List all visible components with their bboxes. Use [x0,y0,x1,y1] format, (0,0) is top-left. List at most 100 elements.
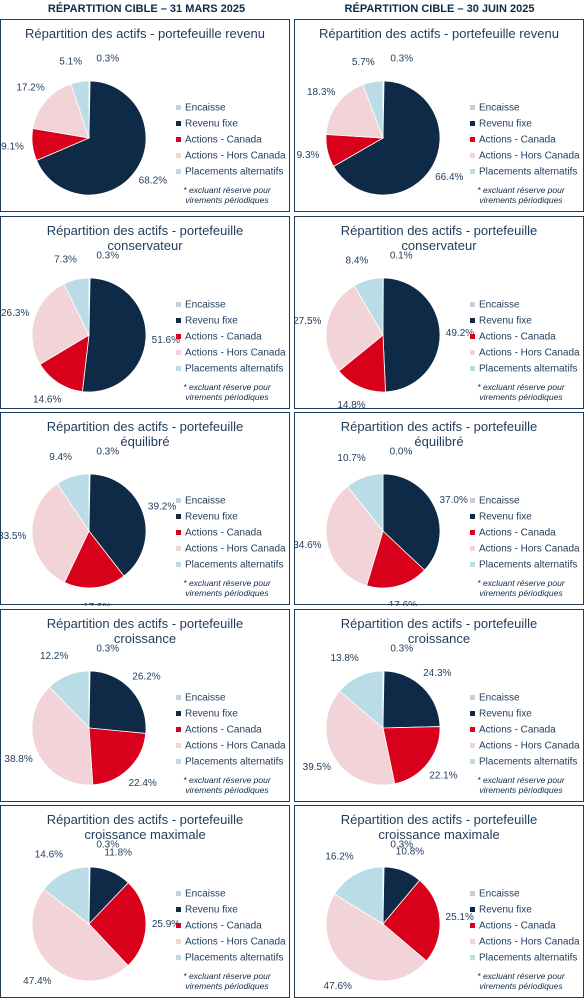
legend-label: Encaisse [479,692,520,703]
chart-title: Répartition des actifs - portefeuille cr… [1,616,289,646]
legend-marker [176,955,181,960]
legend-marker [176,530,181,535]
legend-label: Encaisse [479,496,520,507]
chart-title-text: Répartition des actifs - portefeuille éq… [340,419,538,449]
pie-chart: 0.1% 49.2% 14.8% 27.5% 8.4% Encaisse Revenu fi… [295,250,580,409]
legend-label: Actions - Canada [185,331,262,342]
footnote: * excluant réserve pour virements périod… [183,774,271,795]
legend-label: Actions - Canada [479,528,556,539]
legend-marker [470,726,475,732]
pie-chart: 0.3% 39.2% 17.6% 33.5% 9.4% Encaisse Revenu fi… [1,447,286,606]
pie-slice [325,284,384,372]
legend-label: Revenu fixe [185,905,238,916]
legend-label: Actions - Canada [185,921,262,932]
pie-slice [56,473,90,533]
chart-title: Répartition des actifs - portefeuille re… [1,26,289,41]
legend-label: Encaisse [479,889,520,900]
footnote: * excluant réserve pour virements périod… [183,578,271,598]
data-label: 17.6% [83,602,111,606]
footnote: * excluant réserve pour virements périod… [183,185,271,205]
chart-panel: Répartition des actifs - portefeuille re… [0,19,290,212]
data-label: 38.8% [4,753,32,764]
legend-label: Placements alternatifs [479,756,577,767]
data-label: 0.3% [390,54,413,65]
legend-label: Actions - Canada [185,724,262,735]
legend-marker [470,365,475,371]
data-label: 14.6% [33,394,61,405]
chart-panel: Répartition des actifs - portefeuille éq… [294,412,584,606]
legend-marker [470,137,475,142]
legend-marker [176,169,181,174]
data-label: 66.4% [435,172,463,183]
data-label: 14.8% [337,399,365,409]
legend-marker [176,153,181,158]
pie-chart: 0.3%11.8% 25.9% 47.4% 14.6% Encaisse Revenu f… [23,840,286,987]
legend-marker [470,694,475,700]
pie-slice [39,333,90,392]
legend-marker [176,333,181,339]
data-label: 39.5% [303,762,331,773]
legend-marker [470,498,475,503]
legend-label: Revenu fixe [479,315,532,326]
legend-marker [470,939,475,944]
chart-title: Répartition des actifs - portefeuille cr… [295,616,583,646]
data-label: 0.3% [96,447,119,458]
legend-label: Actions - Hors Canada [479,347,580,358]
data-label: 25.1% [446,912,474,923]
pie-slice [382,725,441,784]
data-label: 25.9% [152,919,180,930]
legend-marker [470,562,475,567]
legend-label: Actions - Canada [479,135,556,146]
chart-panel: Répartition des actifs - portefeuille co… [294,215,584,410]
chart-panel: Répartition des actifs - portefeuille cr… [294,608,584,802]
legend-label: Placements alternatifs [185,756,283,767]
legend-marker [470,153,475,158]
chart-title: Répartition des actifs - portefeuille cr… [1,812,289,842]
legend-label: Revenu fixe [479,905,532,916]
column-header: RÉPARTITION CIBLE – 30 JUIN 2025 [344,3,535,15]
data-label: 10.8% [396,847,424,858]
legend-marker [470,121,475,126]
pie-slice [366,530,426,589]
legend-marker [176,317,181,323]
legend-marker [176,923,181,928]
data-label: 22.4% [128,777,156,788]
pie-slice [88,473,147,577]
data-label: 5.7% [352,57,375,68]
pie-slice [333,80,441,196]
legend-label: Encaisse [185,299,226,310]
chart-title: Répartition des actifs - portefeuille re… [295,26,583,41]
chart-title: Répartition des actifs - portefeuille co… [295,223,583,253]
legend-marker [470,710,475,716]
legend-label: Placements alternatifs [185,560,283,571]
legend-marker [470,333,475,339]
pie-slice [325,485,384,587]
legend-marker [176,121,181,126]
column-header: RÉPARTITION CIBLE – 31 MARS 2025 [47,3,246,15]
legend-marker [470,349,475,355]
data-label: 22.1% [429,770,457,781]
pie-chart: 0.3%10.8% 25.1% 47.6% 16.2% Encaisse Revenu f… [324,840,580,992]
legend-label: Actions - Canada [479,331,556,342]
legend-marker [176,939,181,944]
legend-marker [176,742,181,748]
footnote: * excluant réserve pour virements périod… [477,185,565,205]
legend-marker [470,105,475,110]
legend-label: Actions - Hors Canada [185,544,286,555]
legend-marker [470,169,475,174]
data-label: 9.4% [49,452,72,463]
data-label: 7.3% [54,254,77,265]
data-label: 10.7% [337,453,365,464]
footnote: * excluant réserve pour virements périod… [477,774,565,795]
chart-title-text: Répartition des actifs - portefeuille re… [25,26,265,41]
chart-panel: Répartition des actifs - portefeuille éq… [0,412,290,606]
footnote: * excluant réserve pour virements périod… [183,971,271,991]
footnote: * excluant réserve pour virements périod… [477,381,565,402]
pie-slice [338,670,384,729]
legend-label: Actions - Canada [185,528,262,539]
legend-label: Actions - Hors Canada [185,937,286,948]
legend-label: Placements alternatifs [479,560,577,571]
data-label: 47.4% [23,976,51,987]
legend-label: Actions - Hors Canada [479,740,580,751]
legend-marker [176,137,181,142]
